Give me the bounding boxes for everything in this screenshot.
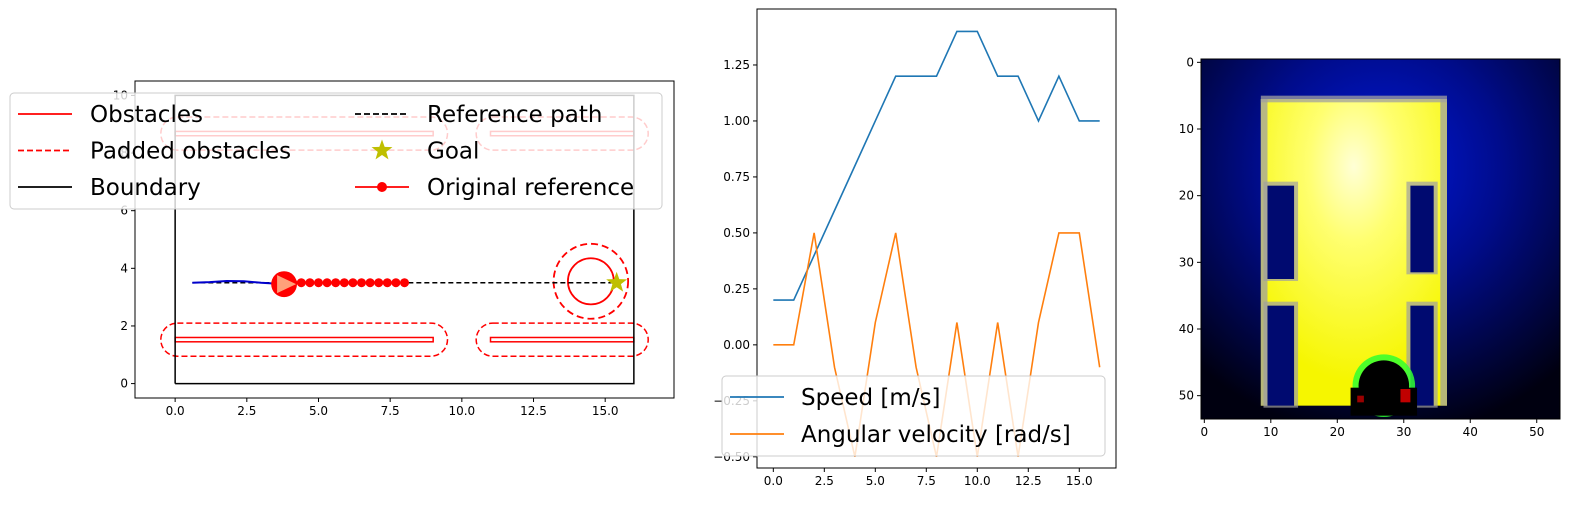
legend-handle-star xyxy=(371,139,393,160)
robot-dark-mark xyxy=(1400,389,1411,403)
velocity-plot-area xyxy=(773,30,1101,457)
x-tick-label: 10.0 xyxy=(964,474,991,488)
original-reference-point xyxy=(365,278,375,288)
x-tick-label: 12.5 xyxy=(520,404,547,418)
x-tick-label: 0.0 xyxy=(764,474,783,488)
robot-dark-mark xyxy=(1357,395,1364,403)
x-tick-label: 7.5 xyxy=(917,474,936,488)
map-legend: Obstacles Padded obstacles Boundary Referen… xyxy=(9,92,663,210)
legend-frame xyxy=(9,92,663,210)
y-tick-label: 40 xyxy=(1179,322,1194,336)
original-reference-point xyxy=(331,278,341,288)
legend-label: Padded obstacles xyxy=(90,139,291,165)
x-tick-label: 10.0 xyxy=(448,404,475,418)
x-tick-label: 7.5 xyxy=(381,404,400,418)
y-tick-label: 0 xyxy=(1186,55,1194,69)
legend-label: Reference path xyxy=(427,102,602,128)
y-tick-label: 30 xyxy=(1179,255,1194,269)
dark-block xyxy=(1267,185,1295,279)
padded-obstacle xyxy=(160,322,449,357)
original-reference-point xyxy=(400,278,409,288)
legend-label: Goal xyxy=(427,139,479,165)
dark-block xyxy=(1410,185,1434,273)
y-tick-label: 10 xyxy=(1179,122,1194,136)
original-reference-point xyxy=(296,278,306,288)
x-tick-label: 2.5 xyxy=(237,404,256,418)
original-reference-point xyxy=(382,278,392,288)
x-tick-label: 10 xyxy=(1263,425,1278,439)
x-tick-label: 0 xyxy=(1201,425,1209,439)
x-tick-label: 30 xyxy=(1396,425,1411,439)
x-tick-label: 5.0 xyxy=(866,474,885,488)
x-tick-label: 40 xyxy=(1463,425,1478,439)
goal-marker xyxy=(606,271,628,292)
original-reference-point xyxy=(356,278,366,288)
y-tick-label: 6 xyxy=(120,204,128,218)
velocity-legend: Speed [m/s] Angular velocity [rad/s] xyxy=(721,375,1106,457)
legend-label: Original reference xyxy=(427,175,634,201)
y-tick-label: 20 xyxy=(1179,189,1194,203)
x-tick-label: 0.0 xyxy=(166,404,185,418)
heatmap-axes-frame xyxy=(1200,58,1561,420)
series-line-0 xyxy=(773,30,1100,301)
padded-obstacle xyxy=(475,322,649,357)
legend-label: Boundary xyxy=(90,175,201,201)
x-tick-label: 5.0 xyxy=(309,404,328,418)
legend-label: Speed [m/s] xyxy=(801,385,941,411)
y-tick-label: 1.00 xyxy=(723,114,750,128)
y-tick-label: 0.75 xyxy=(723,170,750,184)
original-reference-point xyxy=(348,278,358,288)
heatmap-plot: 0 10 20 30 40 50 0 10 20 30 40 50 xyxy=(1179,55,1561,439)
y-tick-label: 50 xyxy=(1179,389,1194,403)
x-tick-label: 15.0 xyxy=(1066,474,1093,488)
legend-frame xyxy=(721,375,1106,457)
heatmap-ticks: 0 10 20 30 40 50 0 10 20 30 40 50 xyxy=(1179,55,1545,439)
y-tick-label: 2 xyxy=(120,319,128,333)
robot-heading xyxy=(277,275,297,294)
legend-handle-marker xyxy=(377,182,387,192)
y-tick-label: 0.00 xyxy=(723,338,750,352)
wall-strip xyxy=(1440,99,1447,406)
original-reference-point xyxy=(305,278,315,288)
y-tick-label: 0 xyxy=(120,377,128,391)
y-tick-label: 4 xyxy=(120,261,128,275)
map-axes-frame xyxy=(134,80,675,399)
x-tick-label: 20 xyxy=(1330,425,1345,439)
x-tick-label: 2.5 xyxy=(815,474,834,488)
series-line-1 xyxy=(773,232,1101,457)
y-tick-label: 0.25 xyxy=(723,282,750,296)
y-tick-label: 0.50 xyxy=(723,226,750,240)
original-reference-point xyxy=(374,278,384,288)
original-reference-point xyxy=(322,278,332,288)
original-reference-point xyxy=(391,278,401,288)
x-tick-label: 50 xyxy=(1529,425,1544,439)
y-tick-label: 1.25 xyxy=(723,58,750,72)
x-tick-label: 12.5 xyxy=(1015,474,1042,488)
x-tick-label: 15.0 xyxy=(592,404,619,418)
heatmap-image xyxy=(1201,59,1560,419)
original-reference-point xyxy=(339,278,349,288)
dark-block xyxy=(1410,305,1434,406)
legend-label: Obstacles xyxy=(90,102,203,128)
dark-block xyxy=(1267,305,1295,406)
velocity-axes-frame xyxy=(756,8,1117,469)
padded-circular-obstacle xyxy=(552,242,630,320)
original-reference-point xyxy=(313,278,323,288)
wall-strip xyxy=(1260,95,1447,103)
legend-label: Angular velocity [rad/s] xyxy=(801,422,1071,448)
